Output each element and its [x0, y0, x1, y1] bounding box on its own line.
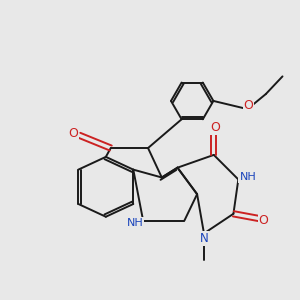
- Text: O: O: [244, 99, 254, 112]
- Text: O: O: [259, 214, 269, 227]
- Text: O: O: [210, 121, 220, 134]
- Text: NH: NH: [127, 218, 143, 228]
- Text: N: N: [200, 232, 208, 245]
- Text: NH: NH: [239, 172, 256, 182]
- Text: O: O: [68, 127, 78, 140]
